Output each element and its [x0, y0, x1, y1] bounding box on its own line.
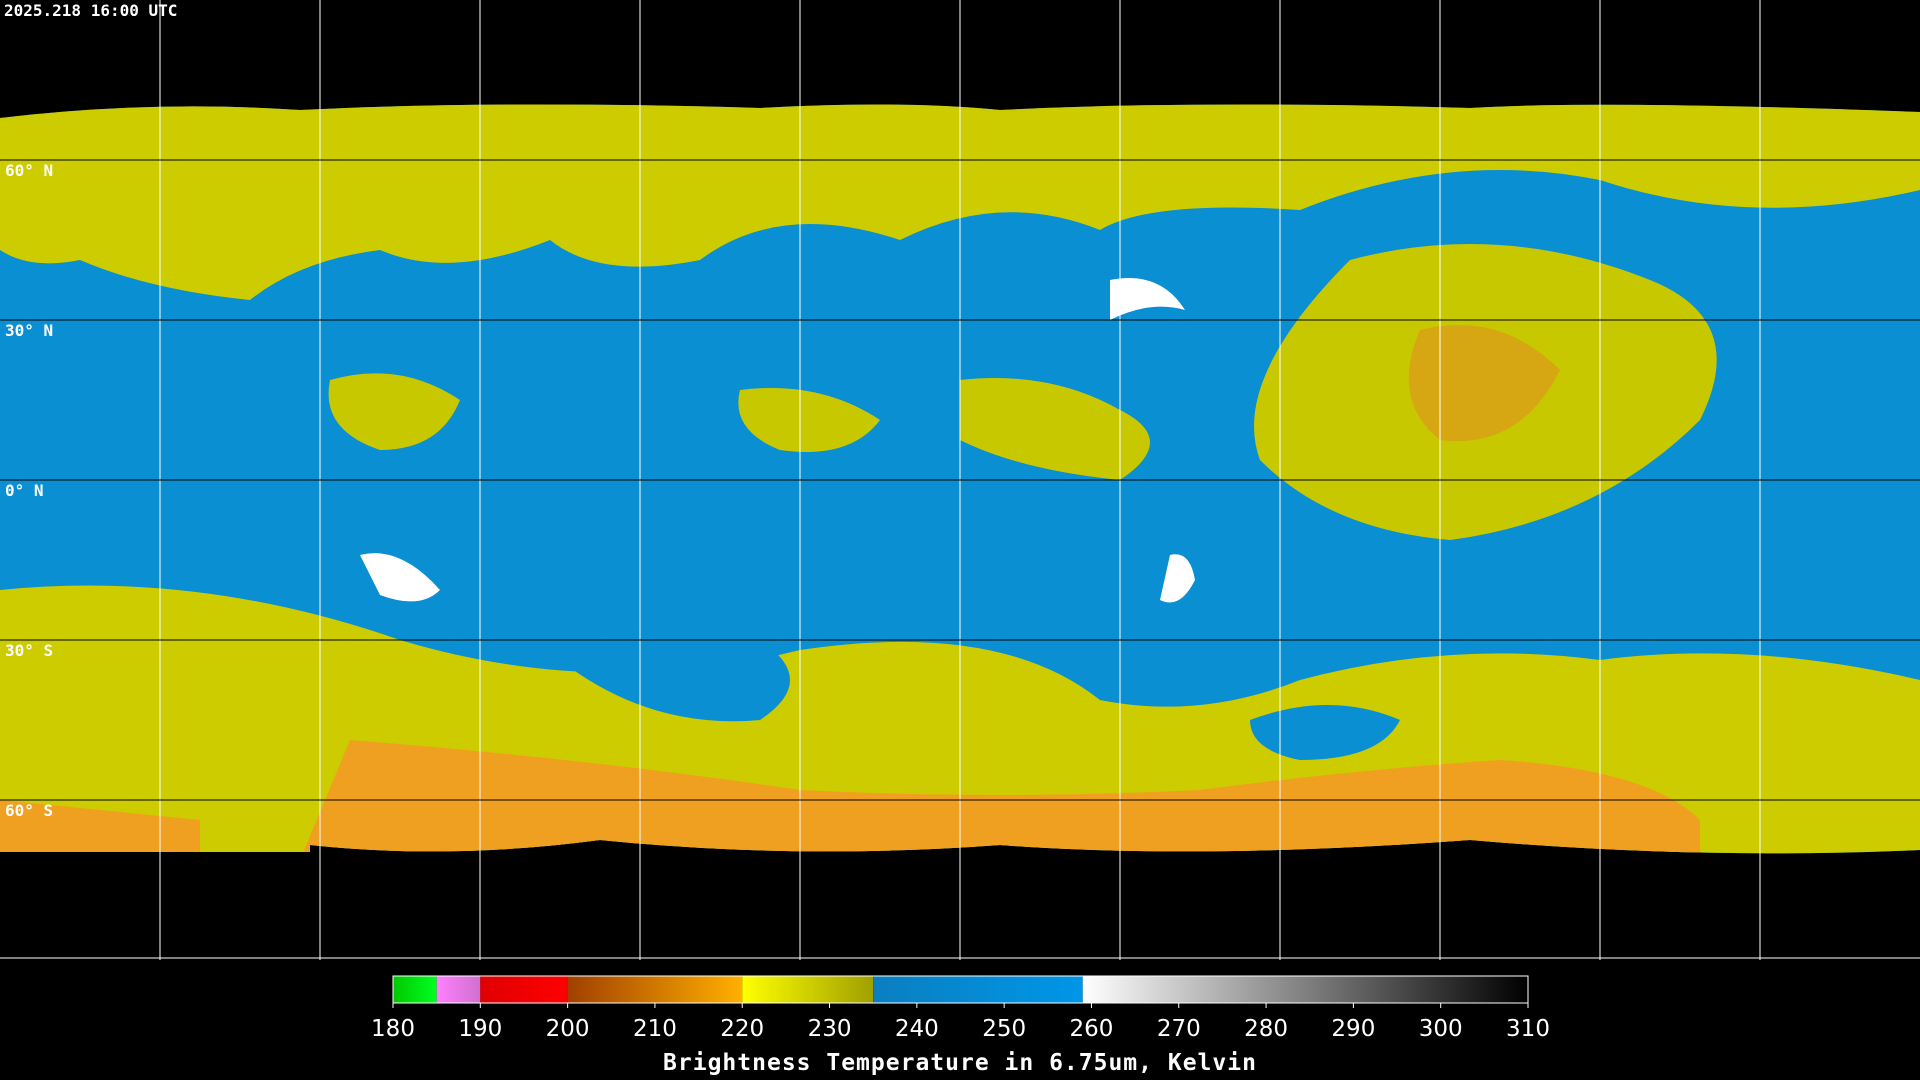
lat-label: 0° N: [5, 481, 44, 500]
tick-label: 250: [982, 1016, 1026, 1042]
lat-label: 30° N: [5, 321, 53, 340]
tick-label: 200: [546, 1016, 590, 1042]
tick-label: 270: [1157, 1016, 1201, 1042]
colorbar-segment: [567, 976, 743, 1003]
lat-labels: 60° N 30° N 0° N 30° S 60° S: [5, 161, 53, 820]
colorbar-label: Brightness Temperature in 6.75um, Kelvin: [663, 1050, 1257, 1076]
tick-label: 230: [808, 1016, 852, 1042]
colorbar: 180 190 200 210 220 230 240 250 260 270 280 290 300 3…: [371, 975, 1550, 1042]
lat-label: 60° N: [5, 161, 53, 180]
colorbar-segment: [480, 976, 568, 1003]
tick-label: 290: [1331, 1016, 1375, 1042]
colorbar-frame: [392, 975, 1529, 1004]
colorbar-segment: [436, 976, 481, 1003]
tick-label: 260: [1070, 1016, 1114, 1042]
colorbar-segment: [742, 976, 874, 1003]
colorbar-segment: [873, 976, 1083, 1003]
tick-label: 220: [720, 1016, 764, 1042]
tick-label: 180: [371, 1016, 415, 1042]
tick-label: 310: [1506, 1016, 1550, 1042]
tick-label: 280: [1244, 1016, 1288, 1042]
colorbar-segment: [393, 976, 437, 1003]
lat-label: 30° S: [5, 641, 53, 660]
lat-label: 60° S: [5, 801, 53, 820]
tick-label: 190: [458, 1016, 502, 1042]
lat-lines: [0, 159, 1920, 801]
colorbar-segment: [1082, 976, 1528, 1003]
tick-label: 300: [1419, 1016, 1463, 1042]
timestamp: 2025.218 16:00 UTC: [4, 1, 177, 20]
tick-label: 210: [633, 1016, 677, 1042]
tick-label: 240: [895, 1016, 939, 1042]
